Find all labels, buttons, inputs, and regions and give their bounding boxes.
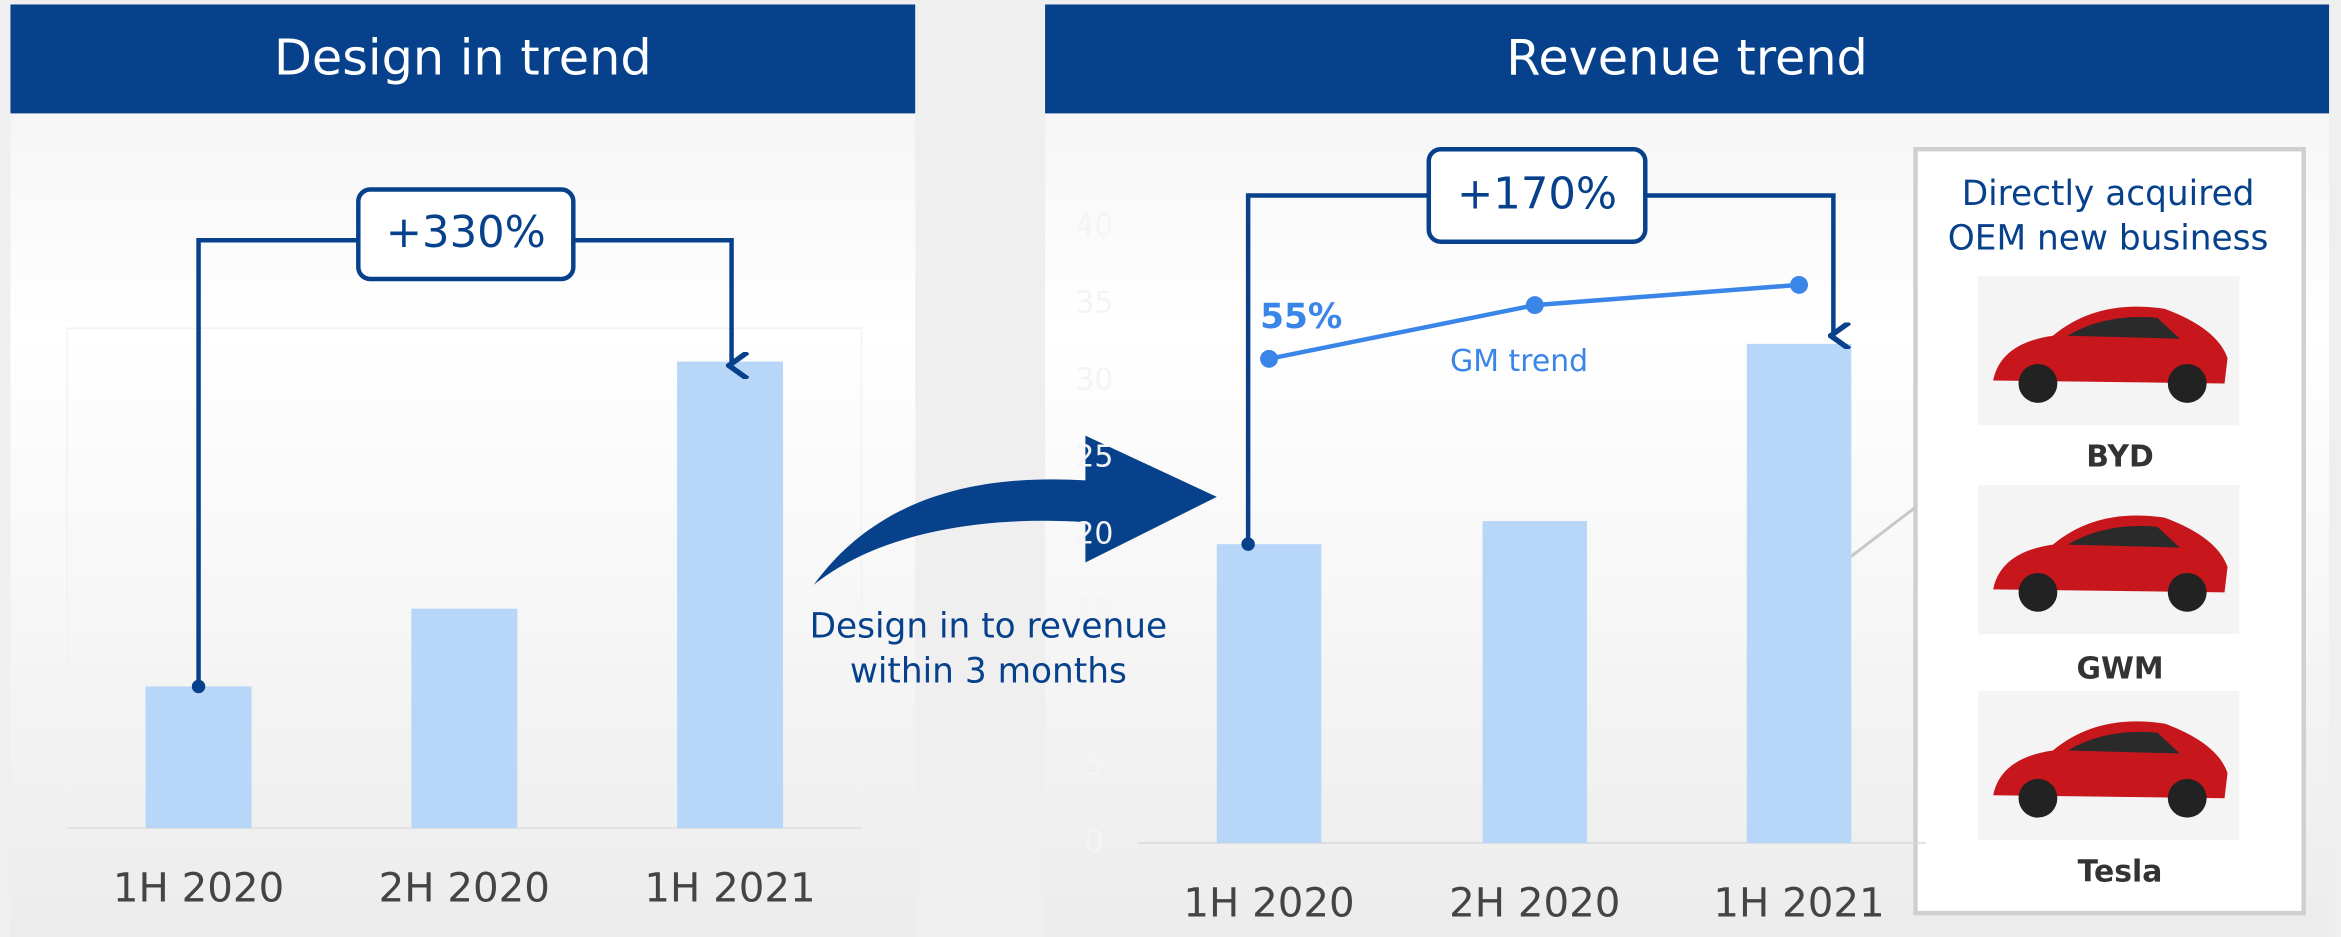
annotation-box — [356, 187, 576, 282]
brand-label: BYD — [2086, 440, 2154, 475]
annotation-box — [1426, 146, 1648, 244]
bar — [1482, 521, 1588, 844]
bar — [411, 608, 518, 829]
arrow-note: Design in to revenue — [810, 607, 1168, 647]
x-tick-label: 1H 2020 — [1183, 880, 1354, 927]
car-window — [2067, 317, 2180, 339]
y-tick-label: 40 — [1075, 208, 1113, 243]
y-tick-label: 0 — [1085, 825, 1104, 860]
car-body — [1993, 721, 2228, 799]
bar — [1746, 343, 1852, 844]
car-wheel — [2018, 572, 2058, 612]
gm-point — [1790, 275, 1809, 294]
oem-title: OEM new business — [1948, 219, 2269, 259]
gm-value-label: 55% — [1260, 297, 1342, 337]
y-tick-label: 15 — [1075, 593, 1113, 628]
bar — [677, 361, 784, 829]
brand-label: GWM — [2076, 651, 2163, 686]
car-wheel — [2167, 364, 2207, 403]
car-wheel — [2167, 778, 2207, 818]
x-tick-label: 1H 2020 — [113, 865, 284, 912]
y-tick-label: 25 — [1075, 439, 1113, 474]
bar — [145, 686, 252, 829]
x-tick-label: 1H 2021 — [644, 865, 815, 912]
car-window — [2067, 731, 2180, 754]
annotation: +330% — [386, 208, 546, 258]
chart-title: Revenue trend — [1506, 29, 1868, 87]
car-body — [1993, 515, 2228, 593]
car-window — [2067, 525, 2180, 548]
bracket-dot — [191, 679, 206, 694]
annotation: +170% — [1457, 169, 1617, 219]
bracket-dot — [1241, 537, 1255, 551]
big-arrow — [813, 435, 1217, 585]
y-tick-label: 35 — [1075, 285, 1113, 320]
gm-label: GM trend — [1450, 344, 1588, 379]
brand-label: Tesla — [2078, 854, 2163, 889]
y-tick-label: 5 — [1085, 747, 1104, 782]
car-wheel — [2167, 572, 2207, 612]
gm-point — [1525, 296, 1544, 315]
growth-bracket — [196, 237, 732, 687]
bar — [1216, 544, 1322, 844]
y-tick-label: 10 — [1075, 670, 1113, 705]
x-tick-label: 2H 2020 — [1449, 880, 1620, 927]
x-tick-label: 1H 2021 — [1713, 880, 1884, 927]
oem-title: Directly acquired — [1962, 174, 2255, 214]
chart-title: Design in trend — [274, 29, 652, 87]
y-tick-label: 20 — [1075, 516, 1113, 551]
car-body — [1993, 306, 2228, 384]
gm-point — [1260, 349, 1278, 368]
arrow-note: within 3 months — [850, 651, 1127, 691]
left-header — [10, 4, 916, 114]
y-tick-label: 30 — [1075, 362, 1113, 397]
car-wheel — [2018, 364, 2058, 403]
growth-bracket — [1245, 193, 1833, 545]
car-wheel — [2018, 778, 2058, 818]
right-header — [1045, 4, 2330, 114]
x-tick-label: 2H 2020 — [379, 865, 550, 912]
